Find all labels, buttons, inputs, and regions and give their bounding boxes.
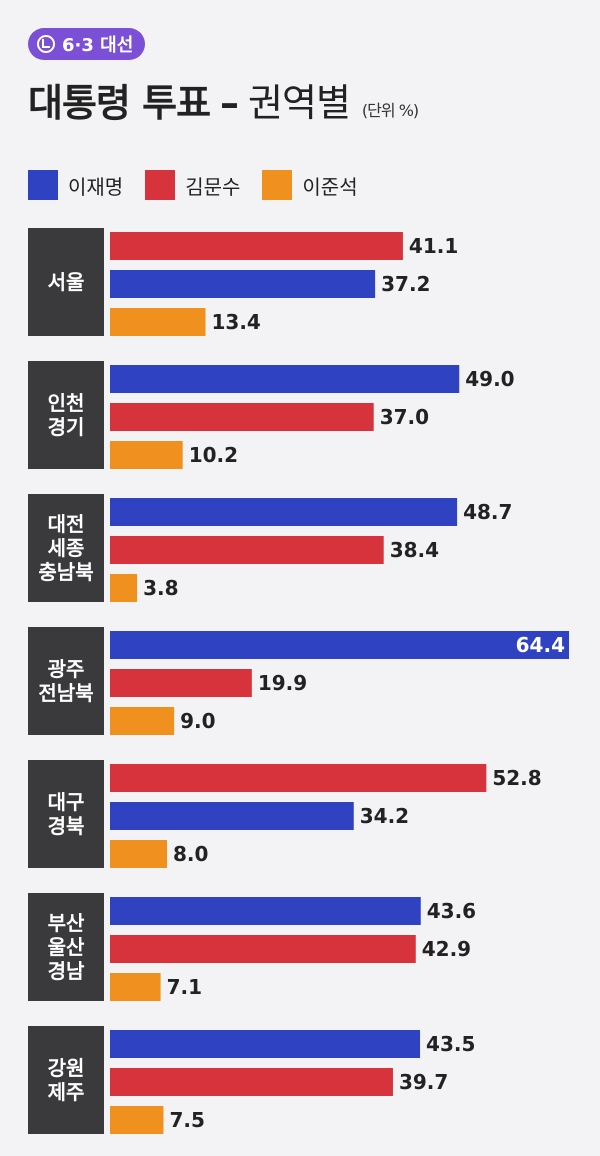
value-label: 34.2 — [360, 804, 409, 828]
title-dash: – — [220, 81, 239, 125]
value-label: 13.4 — [212, 310, 261, 334]
bar — [110, 270, 376, 298]
region-label: 광주 — [48, 657, 85, 681]
region-label: 경북 — [48, 814, 85, 838]
legend-item-lee-jaemyung: 이재명 — [28, 170, 123, 200]
value-label: 39.7 — [399, 1070, 448, 1094]
bar — [110, 802, 354, 830]
region-label: 경남 — [48, 959, 85, 983]
page-title: 대통령 투표 – 권역별 (단위 %) — [28, 72, 419, 127]
region-label: 대구 — [48, 790, 85, 814]
bar — [110, 308, 206, 336]
bar — [110, 973, 161, 1001]
bar — [110, 365, 460, 393]
region-label: 강원 — [48, 1056, 85, 1080]
election-badge: 6·3 대선 — [28, 28, 146, 60]
value-label: 19.9 — [258, 671, 307, 695]
bar — [110, 764, 487, 792]
value-label: 43.5 — [426, 1032, 475, 1056]
value-label: 37.2 — [381, 272, 430, 296]
value-label: 38.4 — [390, 538, 439, 562]
bar — [110, 669, 252, 697]
region-label: 울산 — [48, 935, 85, 959]
bar — [110, 441, 183, 469]
value-label: 3.8 — [143, 576, 178, 600]
value-label: 41.1 — [409, 234, 458, 258]
bar — [110, 574, 138, 602]
region-group: 서울 41.1 37.2 13.4 — [28, 228, 458, 336]
region-label: 제주 — [48, 1080, 85, 1104]
bar — [110, 403, 374, 431]
region-box — [28, 760, 104, 868]
badge-text: 6·3 대선 — [62, 35, 134, 56]
bar — [110, 1030, 421, 1058]
legend-label: 이준석 — [302, 174, 358, 199]
value-label: 48.7 — [463, 500, 512, 524]
vote-stamp-icon — [37, 35, 55, 53]
bar — [110, 897, 421, 925]
title-subtitle: 권역별 — [248, 81, 351, 125]
value-label: 7.5 — [169, 1108, 204, 1132]
bar — [110, 498, 458, 526]
value-label: 42.9 — [422, 937, 471, 961]
unit-label: (단위 %) — [361, 101, 419, 120]
legend-swatch — [145, 170, 176, 200]
bar — [110, 1068, 393, 1096]
bar — [110, 707, 175, 735]
region-box — [28, 361, 104, 469]
value-label: 49.0 — [465, 367, 514, 391]
bar — [110, 631, 569, 659]
bar — [110, 1106, 164, 1134]
value-label: 10.2 — [189, 443, 238, 467]
region-label: 서울 — [48, 270, 85, 294]
region-label: 부산 — [48, 911, 85, 935]
region-box — [28, 1026, 104, 1134]
value-label: 43.6 — [427, 899, 476, 923]
value-label: 37.0 — [380, 405, 429, 429]
value-label: 8.0 — [173, 842, 208, 866]
legend-swatch — [262, 170, 293, 200]
bar — [110, 935, 416, 963]
region-box — [28, 893, 104, 1001]
bar — [110, 232, 403, 260]
region-label: 인천 — [48, 391, 85, 415]
value-label: 7.1 — [167, 975, 202, 999]
region-label: 대전 — [48, 512, 85, 536]
legend-item-lee-junseok: 이준석 — [262, 170, 358, 200]
legend-label: 김문수 — [185, 174, 241, 199]
bar — [110, 536, 384, 564]
value-label: 52.8 — [492, 766, 541, 790]
region-box — [28, 228, 104, 336]
legend-item-kim-moonsoo: 김문수 — [145, 170, 240, 200]
region-label: 충남북 — [38, 560, 93, 584]
value-label: 64.4 — [516, 633, 565, 657]
region-label: 세종 — [48, 536, 85, 560]
region-box — [28, 494, 104, 602]
region-label: 경기 — [48, 415, 85, 439]
region-label: 전남북 — [38, 681, 93, 705]
title-main: 대통령 투표 — [28, 81, 211, 125]
region-box — [28, 627, 104, 735]
legend-label: 이재명 — [68, 174, 124, 199]
bar — [110, 840, 168, 868]
value-label: 9.0 — [180, 709, 215, 733]
legend: 이재명 김문수 이준석 — [28, 170, 358, 200]
legend-swatch — [28, 170, 58, 200]
